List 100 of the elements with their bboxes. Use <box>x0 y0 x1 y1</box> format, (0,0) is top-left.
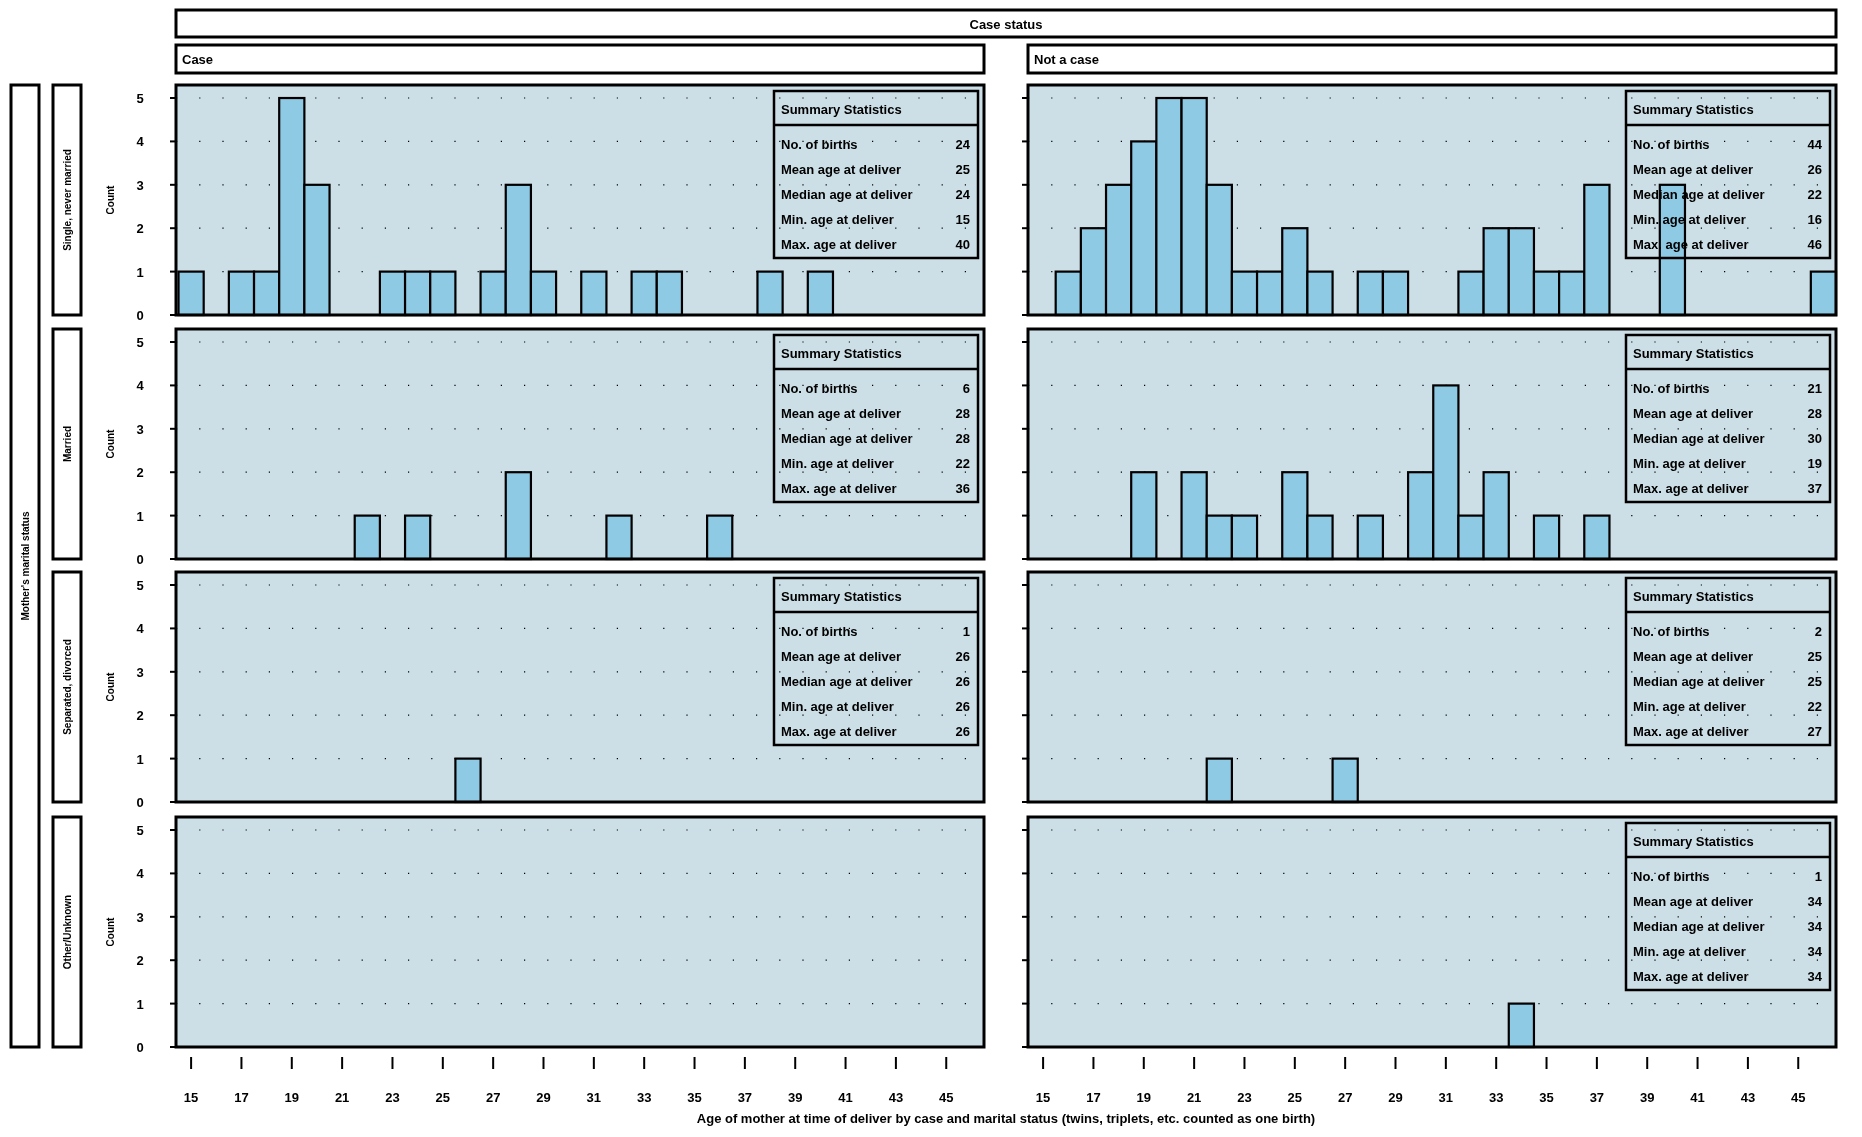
x-tick-label: 15 <box>1035 1090 1051 1105</box>
y-tick-label: 2 <box>136 708 144 724</box>
x-tick-label: 21 <box>334 1090 350 1105</box>
annotation: 6 <box>962 381 970 396</box>
annotation: 16 <box>1807 212 1822 227</box>
x-tick-label: 35 <box>1539 1090 1554 1105</box>
x-tick-label: 35 <box>687 1090 702 1105</box>
annotation: Summary Statistics <box>1633 102 1754 117</box>
annotation: 25 <box>1807 649 1822 664</box>
x-tick-label: 19 <box>284 1090 300 1105</box>
x-tick-label: 31 <box>586 1090 602 1105</box>
annotation: 34 <box>1807 944 1823 959</box>
annotation: Mean age at deliver <box>1633 406 1753 421</box>
y-tick-label: 3 <box>136 177 144 193</box>
y-tick-label: 0 <box>136 552 144 567</box>
annotation: Median age at deliver <box>781 431 913 446</box>
x-tick-label: 25 <box>435 1090 451 1105</box>
annotation: Mean age at deliver <box>1633 162 1753 177</box>
y-tick-label: 5 <box>136 578 144 594</box>
annotation: Summary Statistics <box>1633 346 1754 361</box>
annotation: 25 <box>1807 674 1822 689</box>
annotation: Mean age at deliver <box>781 649 901 664</box>
y-tick-label: 0 <box>136 795 144 810</box>
annotation: 2 <box>1814 624 1822 639</box>
annotation: No. of births <box>781 624 858 639</box>
annotation: Mean age at deliver <box>781 162 901 177</box>
annotation: 28 <box>955 406 970 421</box>
annotation: Max. age at deliver <box>781 237 897 252</box>
text: Age of mother at time of deliver by case and marital status (twins, triplets, etc. counted as one birth) <box>696 1111 1316 1126</box>
y-tick-label: 2 <box>136 953 144 969</box>
annotation: Median age at deliver <box>781 187 913 202</box>
x-tick-label: 23 <box>385 1090 400 1105</box>
y-tick-label: 3 <box>136 421 144 437</box>
x-tick-label: 43 <box>888 1090 904 1105</box>
annotation: No. of births <box>1633 624 1710 639</box>
annotation: No. of births <box>781 137 858 152</box>
annotation: 26 <box>955 699 970 714</box>
annotation: 1 <box>1814 869 1822 884</box>
annotation: 46 <box>1807 237 1822 252</box>
annotation: Max. age at deliver <box>781 481 897 496</box>
y-axis-title: Count <box>105 428 116 459</box>
annotation: 27 <box>1807 724 1822 739</box>
y-tick-label: 2 <box>136 221 144 237</box>
y-tick-label: 1 <box>136 508 144 524</box>
annotation: 22 <box>1807 187 1822 202</box>
annotation: Mean age at deliver <box>781 406 901 421</box>
annotation: 34 <box>1807 894 1823 909</box>
x-tick-label: 23 <box>1237 1090 1252 1105</box>
y2-axis-title: Separated, divorced <box>62 639 73 735</box>
x-tick-label: 25 <box>1287 1090 1303 1105</box>
annotation: Median age at deliver <box>781 674 913 689</box>
annotation: 36 <box>955 481 970 496</box>
y-axis-title: Count <box>105 916 116 947</box>
annotation: 15 <box>955 212 970 227</box>
annotation: 34 <box>1807 919 1823 934</box>
annotation: No. of births <box>1633 381 1710 396</box>
annotation: Min. age at deliver <box>781 699 894 714</box>
x-tick-label: 27 <box>485 1090 501 1105</box>
annotation: Summary Statistics <box>781 589 902 604</box>
y-tick-label: 3 <box>136 664 144 680</box>
annotation: 26 <box>955 649 970 664</box>
annotation: Median age at deliver <box>1633 431 1765 446</box>
text: Case status <box>969 17 1043 32</box>
annotation: 22 <box>955 456 970 471</box>
annotation: Min. age at deliver <box>1633 456 1746 471</box>
y-tick-label: 1 <box>136 264 144 280</box>
y-axis-title: Count <box>105 184 116 215</box>
annotation: Summary Statistics <box>1633 589 1754 604</box>
x-tick-label: 33 <box>1488 1090 1504 1105</box>
y2-axis-title: Other/Unknown <box>62 894 73 970</box>
x-tick-label: 27 <box>1337 1090 1353 1105</box>
y-tick-label: 0 <box>136 1040 144 1055</box>
x-tick-label: 45 <box>1791 1090 1806 1105</box>
annotation: 24 <box>955 187 971 202</box>
y-tick-label: 2 <box>136 465 144 481</box>
annotation: 37 <box>1807 481 1822 496</box>
x-tick-label: 17 <box>1086 1090 1101 1105</box>
annotation: Mean age at deliver <box>1633 649 1753 664</box>
y-tick-label: 4 <box>136 866 145 882</box>
annotation: 26 <box>955 724 970 739</box>
chart-subtitle: Not a case <box>1034 52 1100 67</box>
x-tick-label: 39 <box>787 1090 803 1105</box>
x-tick-label: 39 <box>1639 1090 1655 1105</box>
annotation: Summary Statistics <box>781 346 902 361</box>
annotation: No. of births <box>1633 137 1710 152</box>
y-tick-label: 3 <box>136 909 144 925</box>
y-tick-label: 4 <box>136 621 145 637</box>
annotation: Max. age at deliver <box>781 724 897 739</box>
x-tick-label: 29 <box>1388 1090 1403 1105</box>
annotation: Min. age at deliver <box>1633 944 1746 959</box>
annotation: 26 <box>955 674 970 689</box>
y2-axis-title: Married <box>62 425 73 463</box>
y-tick-label: 4 <box>136 378 145 394</box>
x-tick-label: 41 <box>838 1090 853 1105</box>
annotation: Summary Statistics <box>1633 834 1754 849</box>
annotation: 22 <box>1807 699 1822 714</box>
x-tick-label: 37 <box>737 1090 753 1105</box>
annotation: No. of births <box>781 381 858 396</box>
x-tick-label: 17 <box>234 1090 249 1105</box>
y-tick-label: 1 <box>136 751 144 767</box>
